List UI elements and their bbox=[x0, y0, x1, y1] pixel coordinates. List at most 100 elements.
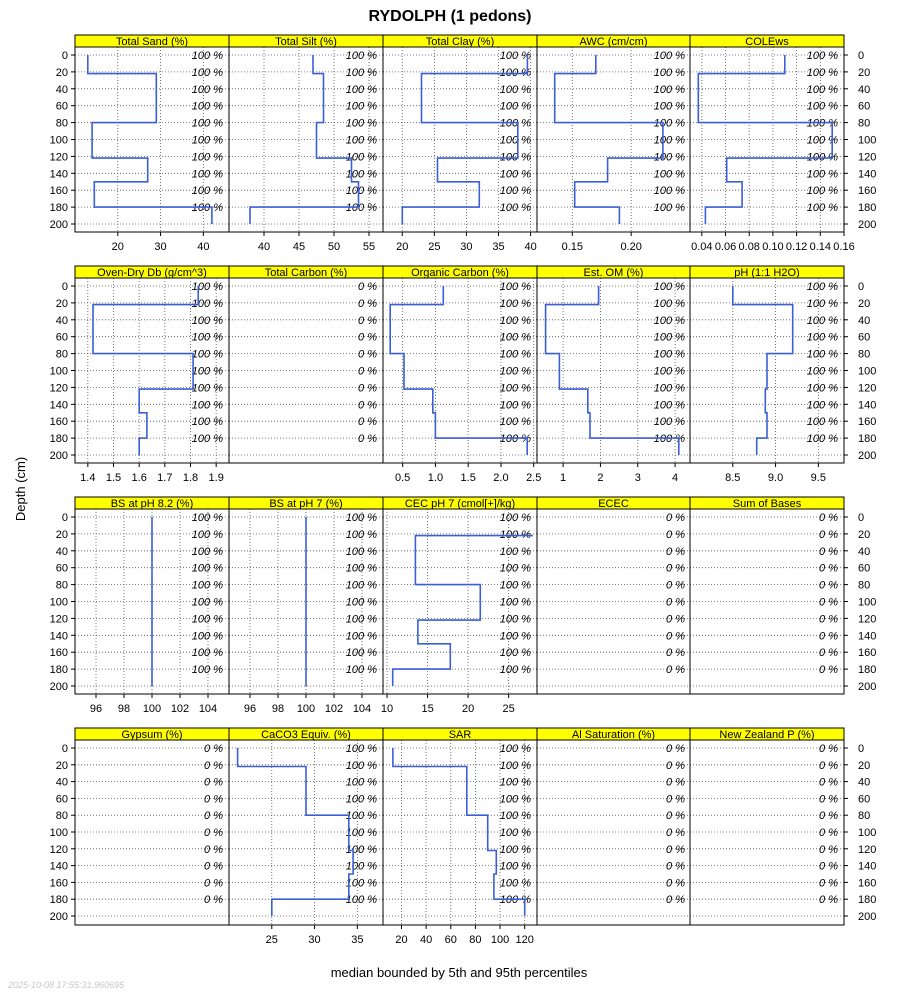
x-tick-label: 1.6 bbox=[132, 472, 147, 484]
x-tick-label: 20 bbox=[112, 241, 124, 253]
panel: SAR 100 % 100 % 100 % 100 % 100 % 100 % 100 % 10… bbox=[382, 727, 538, 946]
data-label: 100 % bbox=[807, 416, 838, 428]
y-tick-label: 120 bbox=[50, 844, 68, 856]
y-tick-label: 60 bbox=[858, 101, 870, 113]
data-label: 100 % bbox=[807, 168, 838, 180]
data-label: 0 % bbox=[819, 613, 838, 625]
y-tick-label: 160 bbox=[50, 877, 68, 889]
y-tick-label: 0 bbox=[858, 512, 864, 524]
panel-strip-label: Est. OM (%) bbox=[584, 267, 644, 279]
y-tick-label: 180 bbox=[50, 202, 68, 214]
data-label: 0 % bbox=[819, 546, 838, 558]
panel: CaCO3 Equiv. (%) 100 % 100 % 100 % 100 % 100 … bbox=[228, 727, 384, 946]
data-label: 100 % bbox=[346, 563, 377, 575]
data-label: 100 % bbox=[807, 399, 838, 411]
x-tick-label: 1.5 bbox=[106, 472, 121, 484]
data-label: 100 % bbox=[654, 135, 685, 147]
data-label: 100 % bbox=[192, 664, 223, 676]
data-label: 100 % bbox=[192, 613, 223, 625]
y-tick-label: 20 bbox=[858, 760, 870, 772]
data-label: 0 % bbox=[358, 382, 377, 394]
panel: COLEws 100 % 100 % 100 % 100 % 100 % 100 % 100 … bbox=[689, 34, 855, 253]
y-tick-label: 80 bbox=[858, 810, 870, 822]
y-tick-label: 60 bbox=[56, 332, 68, 344]
data-label: 100 % bbox=[500, 743, 531, 755]
data-label: 0 % bbox=[666, 512, 685, 524]
panel: Al Saturation (%) 0 % 0 % 0 % 0 % 0 % 0 % 0 % 0 … bbox=[536, 727, 691, 926]
depth-axis: 0 0 20 20 40 40 60 60 80 80 100 100 120 120 140 140 160 1… bbox=[50, 743, 877, 923]
y-tick-label: 160 bbox=[858, 185, 876, 197]
x-tick-label: 0.06 bbox=[715, 241, 736, 253]
x-tick-label: 1.4 bbox=[80, 472, 95, 484]
x-tick-label: 20 bbox=[462, 703, 474, 715]
data-label: 100 % bbox=[346, 613, 377, 625]
data-label: 100 % bbox=[346, 827, 377, 839]
y-tick-label: 80 bbox=[858, 580, 870, 592]
y-tick-label: 200 bbox=[858, 911, 876, 923]
y-tick-label: 140 bbox=[50, 630, 68, 642]
data-label: 100 % bbox=[192, 298, 223, 310]
y-tick-label: 80 bbox=[56, 349, 68, 361]
data-label: 100 % bbox=[654, 382, 685, 394]
data-label: 100 % bbox=[500, 580, 531, 592]
data-label: 100 % bbox=[192, 647, 223, 659]
series-line bbox=[553, 55, 664, 224]
data-label: 0 % bbox=[204, 743, 223, 755]
data-label: 0 % bbox=[204, 760, 223, 772]
x-tick-label: 1.9 bbox=[209, 472, 224, 484]
panel-strip-label: Organic Carbon (%) bbox=[411, 267, 509, 279]
data-label: 100 % bbox=[500, 366, 531, 378]
data-label: 100 % bbox=[346, 529, 377, 541]
data-label: 100 % bbox=[346, 512, 377, 524]
y-tick-label: 180 bbox=[858, 664, 876, 676]
series-line bbox=[544, 286, 680, 455]
data-label: 100 % bbox=[192, 433, 223, 445]
panel-grid: Total Sand (%)100 %100 %100 %100 %100 %1… bbox=[50, 34, 877, 946]
y-tick-label: 20 bbox=[56, 67, 68, 79]
data-label: 100 % bbox=[654, 168, 685, 180]
y-tick-label: 140 bbox=[858, 630, 876, 642]
data-label: 0 % bbox=[819, 844, 838, 856]
panel: BS at pH 8.2 (%) 100 % 100 % 100 % 100 % 100 … bbox=[74, 496, 230, 715]
y-tick-label: 20 bbox=[56, 529, 68, 541]
data-label: 100 % bbox=[192, 332, 223, 344]
data-label: 100 % bbox=[192, 382, 223, 394]
x-tick-label: 35 bbox=[351, 934, 363, 946]
data-label: 0 % bbox=[666, 546, 685, 558]
data-label: 100 % bbox=[500, 50, 531, 62]
data-label: 100 % bbox=[346, 67, 377, 79]
y-tick-label: 140 bbox=[50, 168, 68, 180]
data-label: 0 % bbox=[666, 793, 685, 805]
panel-strip-label: ECEC bbox=[598, 498, 629, 510]
series-line bbox=[391, 534, 533, 686]
data-label: 0 % bbox=[819, 793, 838, 805]
data-label: 100 % bbox=[500, 349, 531, 361]
x-tick-label: 100 bbox=[491, 934, 509, 946]
panel: Sum of Bases 0 % 0 % 0 % 0 % 0 % 0 % 0 % 0 % 0 % 0… bbox=[689, 496, 845, 695]
data-label: 100 % bbox=[192, 67, 223, 79]
y-tick-label: 200 bbox=[50, 911, 68, 923]
panel-strip-label: Oven-Dry Db (g/cm^3) bbox=[97, 267, 207, 279]
data-label: 0 % bbox=[666, 529, 685, 541]
x-tick-label: 100 bbox=[143, 703, 161, 715]
data-label: 0 % bbox=[358, 281, 377, 293]
data-label: 100 % bbox=[500, 844, 531, 856]
x-tick-label: 25 bbox=[503, 703, 515, 715]
x-tick-label: 25 bbox=[428, 241, 440, 253]
data-label: 100 % bbox=[654, 315, 685, 327]
data-label: 100 % bbox=[346, 151, 377, 163]
y-tick-label: 0 bbox=[858, 743, 864, 755]
x-tick-label: 25 bbox=[266, 934, 278, 946]
y-tick-label: 120 bbox=[858, 382, 876, 394]
data-label: 100 % bbox=[192, 512, 223, 524]
data-label: 100 % bbox=[500, 894, 531, 906]
x-tick-label: 0.04 bbox=[691, 241, 712, 253]
x-tick-label: 1 bbox=[560, 472, 566, 484]
y-tick-label: 160 bbox=[858, 416, 876, 428]
y-tick-label: 80 bbox=[858, 349, 870, 361]
y-tick-label: 60 bbox=[56, 563, 68, 575]
data-label: 100 % bbox=[500, 877, 531, 889]
y-tick-label: 0 bbox=[858, 281, 864, 293]
data-label: 100 % bbox=[346, 168, 377, 180]
data-label: 100 % bbox=[192, 597, 223, 609]
